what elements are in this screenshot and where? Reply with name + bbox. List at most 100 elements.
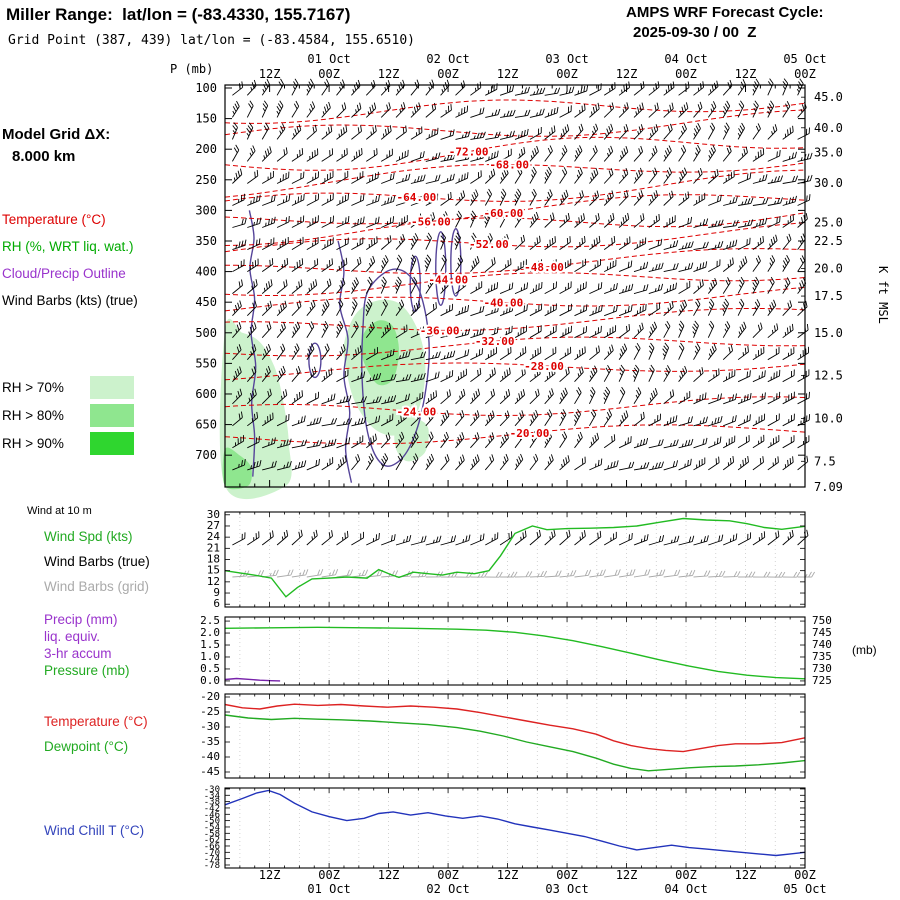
mb-unit-label: (mb): [852, 643, 877, 657]
pressure-axis-label: P (mb): [170, 62, 214, 76]
wind-barbs: [231, 78, 815, 578]
rh80-swatch: [90, 404, 134, 427]
series-lines: [224, 517, 806, 857]
temperature-line: [224, 703, 806, 753]
svg-text:-38: -38: [204, 798, 220, 808]
svg-text:-60.00: -60.00: [484, 207, 524, 220]
wind-chill-series-label: Wind Chill T (°C): [44, 823, 145, 838]
svg-text:-74: -74: [204, 855, 220, 865]
wind-chill-line: [224, 789, 806, 857]
svg-text:650: 650: [195, 418, 217, 432]
svg-text:00Z: 00Z: [675, 67, 697, 81]
rh90-label: RH > 90%: [2, 436, 64, 451]
svg-text:00Z: 00Z: [794, 67, 816, 81]
svg-text:22.5: 22.5: [814, 234, 843, 248]
svg-text:25.0: 25.0: [814, 216, 843, 230]
rh70-label: RH > 70%: [2, 380, 64, 395]
svg-text:-25: -25: [200, 705, 220, 718]
svg-text:500: 500: [195, 326, 217, 340]
svg-text:40.0: 40.0: [814, 121, 843, 135]
wind-speed-line: [224, 517, 806, 598]
svg-text:-70: -70: [204, 848, 220, 858]
legend-temperature: Temperature (°C): [2, 212, 106, 227]
svg-text:00Z: 00Z: [794, 868, 816, 882]
svg-text:-36.00: -36.00: [420, 324, 460, 337]
svg-text:-28.00: -28.00: [524, 360, 564, 373]
svg-text:-62: -62: [204, 836, 220, 846]
svg-text:-30: -30: [200, 720, 220, 733]
svg-text:00Z: 00Z: [318, 868, 340, 882]
pressure-line: [224, 626, 806, 680]
svg-text:05 Oct: 05 Oct: [783, 52, 826, 66]
svg-text:04 Oct: 04 Oct: [664, 52, 707, 66]
wind-spd-label: Wind Spd (kts): [44, 529, 133, 544]
legend-cloud-outline: Cloud/Precip Outline: [2, 266, 126, 281]
svg-text:00Z: 00Z: [437, 67, 459, 81]
svg-text:02 Oct: 02 Oct: [426, 52, 469, 66]
precip-line: [224, 677, 281, 682]
svg-text:12Z: 12Z: [735, 67, 757, 81]
svg-text:0.5: 0.5: [200, 662, 220, 675]
svg-text:7.5: 7.5: [814, 454, 836, 468]
svg-text:-78: -78: [204, 861, 220, 871]
svg-text:725: 725: [812, 674, 832, 687]
svg-text:-54: -54: [204, 823, 220, 833]
svg-text:745: 745: [812, 626, 832, 639]
svg-text:300: 300: [195, 203, 217, 217]
svg-text:03 Oct: 03 Oct: [545, 882, 588, 896]
svg-text:-48.00: -48.00: [524, 261, 564, 274]
svg-text:6: 6: [213, 597, 220, 610]
rh70-swatch: [90, 376, 134, 399]
svg-text:03 Oct: 03 Oct: [545, 52, 588, 66]
svg-text:12Z: 12Z: [378, 67, 400, 81]
svg-text:-46: -46: [204, 810, 220, 820]
svg-text:2.0: 2.0: [200, 626, 220, 639]
svg-text:2.5: 2.5: [200, 614, 220, 627]
precip-label-1: Precip (mm): [44, 612, 118, 627]
svg-text:00Z: 00Z: [437, 868, 459, 882]
wind-at-10m-label: Wind at 10 m: [27, 505, 92, 517]
svg-text:-20: -20: [200, 690, 220, 703]
svg-text:12Z: 12Z: [735, 868, 757, 882]
svg-text:30.0: 30.0: [814, 176, 843, 190]
svg-text:-20.00: -20.00: [510, 427, 550, 440]
svg-text:-35: -35: [200, 735, 220, 748]
wind-barbs-grid-label: Wind Barbs (grid): [44, 579, 150, 594]
svg-text:0.0: 0.0: [200, 674, 220, 687]
rh80-label: RH > 80%: [2, 408, 64, 423]
svg-text:-44.00: -44.00: [428, 273, 468, 286]
pressure-series-label: Pressure (mb): [44, 663, 130, 678]
svg-text:-24.00: -24.00: [397, 406, 437, 419]
svg-text:730: 730: [812, 662, 832, 675]
legend-wind-barbs: Wind Barbs (kts) (true): [2, 293, 138, 308]
svg-text:-50: -50: [204, 817, 220, 827]
svg-text:20.0: 20.0: [814, 262, 843, 276]
svg-text:21: 21: [207, 541, 220, 554]
dewpoint-series-label: Dewpoint (°C): [44, 739, 129, 754]
svg-text:00Z: 00Z: [675, 868, 697, 882]
svg-text:-42: -42: [204, 804, 220, 814]
svg-text:-64.00: -64.00: [397, 191, 437, 204]
wind-barbs-true-label: Wind Barbs (true): [44, 554, 150, 569]
temperature-series-label: Temperature (°C): [44, 714, 148, 729]
grid-point-subtitle: Grid Point (387, 439) lat/lon = (-83.458…: [8, 33, 415, 48]
svg-text:12.5: 12.5: [814, 369, 843, 383]
svg-text:12Z: 12Z: [378, 868, 400, 882]
svg-text:1.0: 1.0: [200, 650, 220, 663]
svg-text:17.5: 17.5: [814, 289, 843, 303]
dewpoint-line: [224, 714, 806, 772]
svg-text:350: 350: [195, 234, 217, 248]
svg-text:-58: -58: [204, 829, 220, 839]
svg-text:735: 735: [812, 650, 832, 663]
svg-text:12Z: 12Z: [259, 67, 281, 81]
svg-text:-45: -45: [200, 765, 220, 778]
svg-text:-40.00: -40.00: [484, 296, 524, 309]
svg-text:02 Oct: 02 Oct: [426, 882, 469, 896]
svg-text:35.0: 35.0: [814, 145, 843, 159]
svg-text:12Z: 12Z: [497, 868, 519, 882]
svg-text:400: 400: [195, 265, 217, 279]
svg-text:10.0: 10.0: [814, 411, 843, 425]
svg-text:-52.00: -52.00: [469, 238, 509, 251]
svg-text:24: 24: [207, 530, 221, 543]
